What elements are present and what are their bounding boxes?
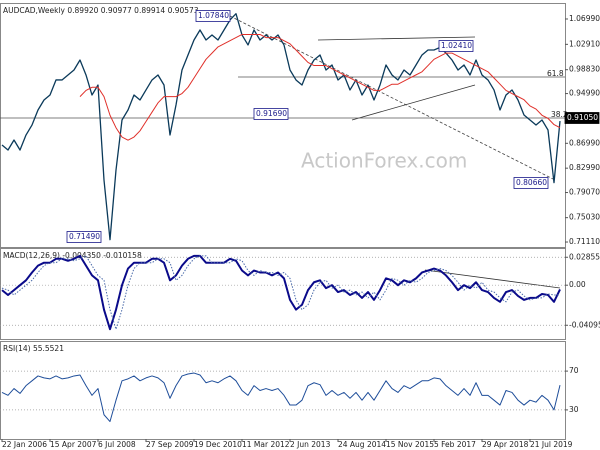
annotation-box <box>564 112 600 124</box>
series-line <box>1 13 561 241</box>
annotation-box <box>253 108 289 120</box>
y-tick-label: 0.82990 <box>569 163 600 172</box>
watermark: ActionForex.com <box>301 149 467 173</box>
y-tick-label: 0.98830 <box>569 65 600 74</box>
x-tick-label: 24 Aug 2014 <box>338 440 386 449</box>
annotation: 61.8 <box>547 69 564 78</box>
macd-panel <box>0 248 566 340</box>
panel-title: MACD(12,26,9) -0.004350 -0.010158 <box>3 251 142 260</box>
x-tick-label: 15 Apr 2007 <box>50 440 97 449</box>
y-tick-label: 1.06990 <box>569 14 600 23</box>
annotation-box <box>66 231 102 243</box>
y-tick-label: 0.79070 <box>569 188 600 197</box>
x-tick-label: 15 Nov 2015 <box>386 440 434 449</box>
x-tick-label: 2 Jun 2013 <box>290 440 331 449</box>
annotation-box <box>195 10 231 22</box>
x-tick-label: 21 Jul 2019 <box>530 440 573 449</box>
series-line <box>1 254 561 331</box>
price-panel <box>0 3 566 248</box>
rsi-panel <box>0 341 566 440</box>
y-tick-label: 0.028557 <box>569 252 600 261</box>
y-tick-label: 70 <box>569 366 579 375</box>
x-tick-label: 5 Feb 2017 <box>434 440 476 449</box>
series-line <box>1 255 561 330</box>
annotation: 0.91050 <box>567 113 598 122</box>
x-tick-label: 6 Jul 2008 <box>98 440 136 449</box>
x-tick-label: 27 Sep 2009 <box>146 440 194 449</box>
y-tick-label: 0.86990 <box>569 138 600 147</box>
y-tick-label: -0.040952 <box>569 320 600 329</box>
y-tick-label: 0.00 <box>569 280 586 289</box>
y-tick-label: 30 <box>569 405 579 414</box>
series-line <box>79 33 561 141</box>
annotation: 38.2 <box>551 110 568 119</box>
annotation: 0.91690 <box>256 109 287 118</box>
y-tick-label: 0.75030 <box>569 213 600 222</box>
annotation: 1.07840 <box>198 11 229 20</box>
annotation-box <box>438 40 474 52</box>
annotation: 0.71490 <box>69 232 100 241</box>
channel-line <box>317 36 476 41</box>
panel-title: RSI(14) 55.5521 <box>3 344 64 353</box>
series-line <box>1 372 561 423</box>
x-tick-label: 19 Dec 2010 <box>194 440 242 449</box>
x-tick-label: 11 Mar 2012 <box>242 440 290 449</box>
trend-line <box>229 15 556 181</box>
y-tick-label: 0.71110 <box>569 237 600 246</box>
annotation: 1.02410 <box>441 41 472 50</box>
annotation: 0.80660 <box>516 178 547 187</box>
y-tick-label: 0.94990 <box>569 89 600 98</box>
y-tick-label: 1.02910 <box>569 39 600 48</box>
channel-line <box>351 84 476 121</box>
x-tick-label: 22 Jan 2006 <box>2 440 47 449</box>
x-tick-label: 29 Apr 2018 <box>482 440 529 449</box>
panel-title: AUDCAD,Weekly 0.89920 0.90977 0.89914 0.… <box>3 6 199 15</box>
annotation-box <box>513 177 549 189</box>
